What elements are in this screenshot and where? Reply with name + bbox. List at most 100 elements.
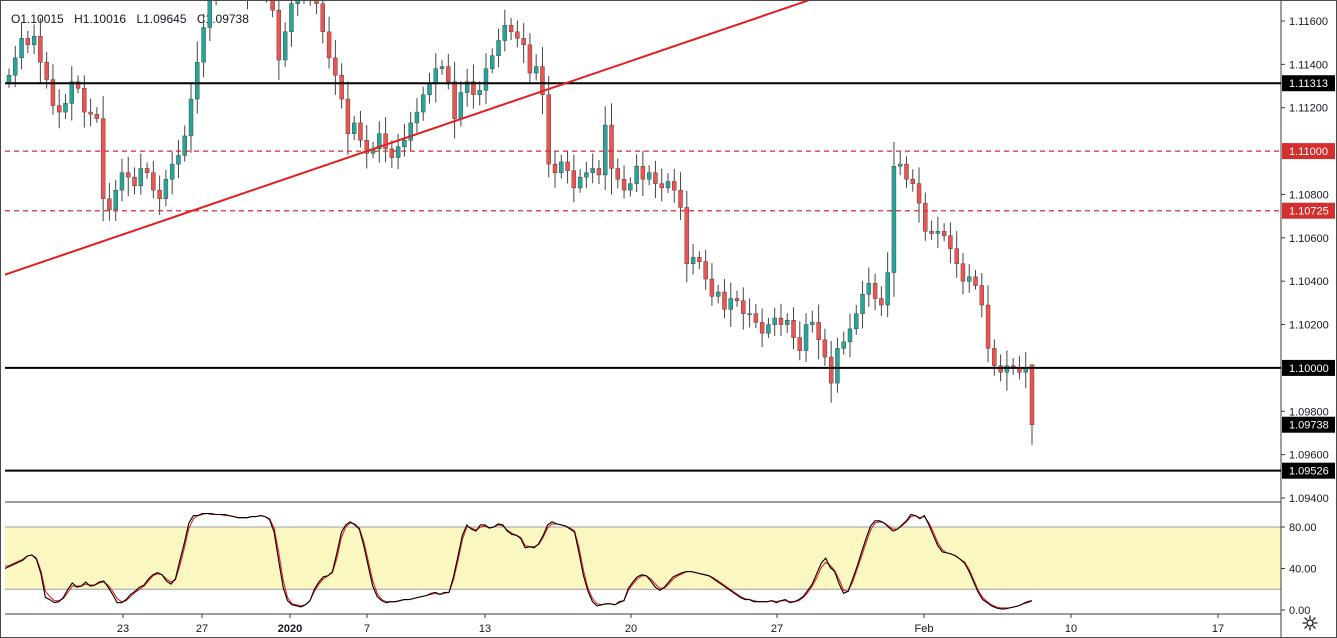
candle [421, 86, 426, 121]
candle-body-down [515, 31, 520, 39]
stoch-band [5, 527, 1281, 590]
candle [609, 103, 614, 195]
candle-body-up [559, 161, 564, 173]
candle-body-down [684, 207, 690, 265]
candle-body-up [414, 111, 420, 124]
last-price-tag [1282, 416, 1335, 433]
candle [50, 64, 56, 115]
candle [508, 17, 514, 40]
candle-body-up [502, 25, 508, 41]
candle [546, 75, 551, 178]
candle-body-down [791, 320, 796, 338]
candle [816, 304, 821, 360]
candle-body-up [163, 179, 169, 199]
candle [822, 328, 828, 366]
candle [1010, 358, 1016, 375]
candle [75, 75, 81, 94]
stoch-tick-label: 40.00 [1289, 564, 1317, 576]
candle [684, 190, 690, 283]
date-tick-label: 17 [1212, 623, 1224, 635]
candle-body-down [828, 356, 834, 384]
level-tag [1282, 462, 1335, 479]
candle-body-down [621, 179, 627, 191]
candle-body-down [640, 166, 646, 180]
candle [640, 151, 646, 197]
candle-body-up [31, 35, 37, 46]
candle [414, 98, 420, 133]
candle [515, 20, 520, 48]
candle-body-up [866, 283, 872, 295]
candle [979, 273, 984, 318]
candle [339, 63, 344, 109]
price-tick-label: 1.09400 [1289, 493, 1329, 505]
candle-body-down [609, 124, 614, 169]
candle [665, 173, 671, 193]
gear-icon[interactable] [1302, 615, 1318, 631]
candle [107, 182, 112, 221]
candle [265, 1, 267, 3]
candle-body-down [910, 179, 915, 184]
candle [320, 1, 326, 44]
trendline[interactable] [4, 1, 856, 276]
candle-body-down [565, 161, 570, 171]
price-tick-label: 1.11400 [1289, 59, 1328, 71]
candle-body-down [992, 348, 997, 366]
candle-body-down [50, 79, 56, 106]
candle-body-down [998, 365, 1003, 373]
candle-body-down [521, 38, 526, 46]
candle [929, 220, 934, 240]
date-tick-label: 10 [1065, 623, 1077, 635]
candle-body-down [44, 61, 49, 80]
candle [571, 154, 577, 203]
candle-body-up [421, 94, 426, 113]
candle-body-up [395, 146, 401, 158]
candle [433, 53, 438, 103]
candle-body-up [433, 68, 438, 85]
candle-body-down [596, 168, 602, 176]
date-tick-label: 2020 [278, 623, 302, 635]
date-tick-label: 23 [117, 623, 129, 635]
candle-body-up [898, 163, 903, 167]
candle [1029, 364, 1035, 445]
candle [157, 175, 162, 215]
candle [19, 22, 24, 70]
candle-body-down [546, 94, 551, 165]
candle [697, 251, 702, 269]
candle [948, 222, 953, 264]
candle-body-down [151, 172, 156, 191]
level-tag [1282, 75, 1335, 92]
candle-body-up [628, 183, 633, 191]
candle [634, 154, 639, 192]
candle [246, 1, 248, 10]
candle [577, 169, 583, 193]
candle [985, 285, 991, 363]
candle [439, 59, 445, 75]
candle [69, 66, 74, 121]
candle-body-up [483, 68, 489, 91]
candle [303, 1, 305, 4]
candle [496, 28, 501, 68]
last-price-label: 1.09738 [1289, 420, 1329, 432]
candle-body-up [69, 81, 74, 104]
candle [916, 167, 922, 223]
candle-body-up [577, 176, 583, 189]
candle [351, 115, 357, 141]
candle [270, 1, 275, 18]
ohlc-high: H1.10016 [74, 12, 127, 26]
candle-body-up [282, 31, 288, 61]
candle [678, 172, 683, 220]
candle [383, 117, 388, 163]
candle [973, 270, 978, 290]
candle-body-down [552, 163, 558, 173]
candle [13, 45, 18, 88]
candle [715, 284, 721, 304]
candle-body-up [584, 172, 589, 178]
candle-body-up [19, 38, 24, 59]
candle [427, 72, 432, 104]
candle [904, 156, 909, 188]
candle-body-down [88, 111, 93, 115]
candle [483, 53, 489, 105]
candle-body-up [169, 163, 175, 180]
